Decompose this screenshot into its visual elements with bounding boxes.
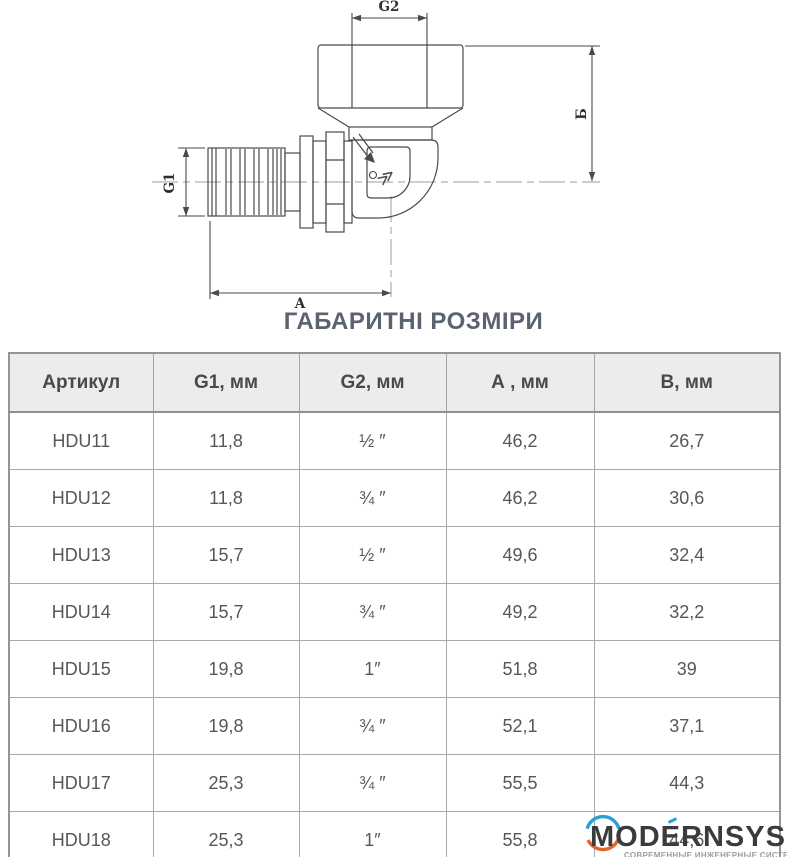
header-b: В, мм: [593, 352, 781, 413]
cell-g1: 19,8: [152, 697, 300, 755]
dim-label-a: A: [294, 296, 306, 312]
table-row: HDU11 11,8 ½ ″ 46,2 26,7: [8, 411, 781, 470]
header-a: А , мм: [445, 352, 595, 413]
dimensions-table: Артикул G1, мм G2, мм А , мм В, мм HDU11…: [8, 352, 781, 857]
table-row: HDU14 15,7 ¾ ″ 49,2 32,2: [8, 583, 781, 641]
cell-g1: 11,8: [152, 469, 300, 527]
cell-g2: ½ ″: [298, 526, 447, 584]
cell-b: 32,4: [593, 526, 781, 584]
cell-g1: 25,3: [152, 811, 300, 857]
modernsys-logo: MODERNSYS СОВРЕМЕННЫЕ ИНЖЕНЕРНЫЕ СИСТЕМЫ: [584, 813, 787, 857]
cell-g2: ¾ ″: [298, 583, 447, 641]
cell-a: 52,1: [445, 697, 595, 755]
cell-b: 37,1: [593, 697, 781, 755]
cell-g2: ¾ ″: [298, 697, 447, 755]
cell-g1: 15,7: [152, 583, 300, 641]
cell-article: HDU14: [8, 583, 154, 641]
cell-article: HDU17: [8, 754, 154, 812]
cell-article: HDU11: [8, 411, 154, 470]
table-row: HDU13 15,7 ½ ″ 49,6 32,4: [8, 526, 781, 584]
dimension-lines: [178, 13, 600, 299]
cell-article: HDU15: [8, 640, 154, 698]
table-row: HDU12 11,8 ¾ ″ 46,2 30,6: [8, 469, 781, 527]
cell-b: 32,2: [593, 583, 781, 641]
dim-label-b: Б: [574, 108, 590, 120]
dimension-arrowheads: [182, 14, 596, 297]
cell-a: 55,5: [445, 754, 595, 812]
header-g1: G1, мм: [152, 352, 300, 413]
logo-tagline: СОВРЕМЕННЫЕ ИНЖЕНЕРНЫЕ СИСТЕМЫ: [624, 851, 787, 857]
dim-label-g2: G2: [379, 0, 400, 15]
table-header-row: Артикул G1, мм G2, мм А , мм В, мм: [8, 352, 781, 413]
cell-a: 49,2: [445, 583, 595, 641]
cell-g2: ½ ″: [298, 411, 447, 470]
cell-b: 44,6: [593, 811, 781, 857]
cell-a: 46,2: [445, 469, 595, 527]
section-title: ГАБАРИТНІ РОЗМІРИ: [283, 308, 544, 335]
cell-g1: 11,8: [152, 411, 300, 470]
fitting-technical-drawing: ≫ G2 Б G1 A: [152, 0, 600, 312]
cell-a: 51,8: [445, 640, 595, 698]
cell-article: HDU16: [8, 697, 154, 755]
cell-g2: 1″: [298, 811, 447, 857]
cell-article: HDU13: [8, 526, 154, 584]
cell-b: 39: [593, 640, 781, 698]
cell-a: 46,2: [445, 411, 595, 470]
table-row: HDU18 25,3 1″ 55,8 44,6: [8, 811, 781, 857]
cell-g2: ¾ ″: [298, 469, 447, 527]
cell-g1: 25,3: [152, 754, 300, 812]
table-row: HDU16 19,8 ¾ ″ 52,1 37,1: [8, 697, 781, 755]
cell-article: HDU18: [8, 811, 154, 857]
logo-wordmark: MODERNSYS: [590, 821, 786, 853]
cell-a: 55,8: [445, 811, 595, 857]
cell-g1: 15,7: [152, 526, 300, 584]
header-article: Артикул: [8, 352, 154, 413]
fitting-outline: [207, 44, 464, 233]
cell-a: 49,6: [445, 526, 595, 584]
logo-ring-icon: [585, 814, 621, 852]
cell-b: 44,3: [593, 754, 781, 812]
body-stamp-icon: ≫: [368, 164, 400, 191]
table-row: HDU15 19,8 1″ 51,8 39: [8, 640, 781, 698]
cell-b: 30,6: [593, 469, 781, 527]
cell-g2: ¾ ″: [298, 754, 447, 812]
centerlines: [152, 181, 600, 297]
cell-b: 26,7: [593, 411, 781, 470]
header-g2: G2, мм: [298, 352, 447, 413]
svg-text:≫: ≫: [373, 164, 399, 191]
cell-g1: 19,8: [152, 640, 300, 698]
cell-article: HDU12: [8, 469, 154, 527]
dim-label-g1: G1: [162, 173, 178, 194]
table-row: HDU17 25,3 ¾ ″ 55,5 44,3: [8, 754, 781, 812]
cell-g2: 1″: [298, 640, 447, 698]
